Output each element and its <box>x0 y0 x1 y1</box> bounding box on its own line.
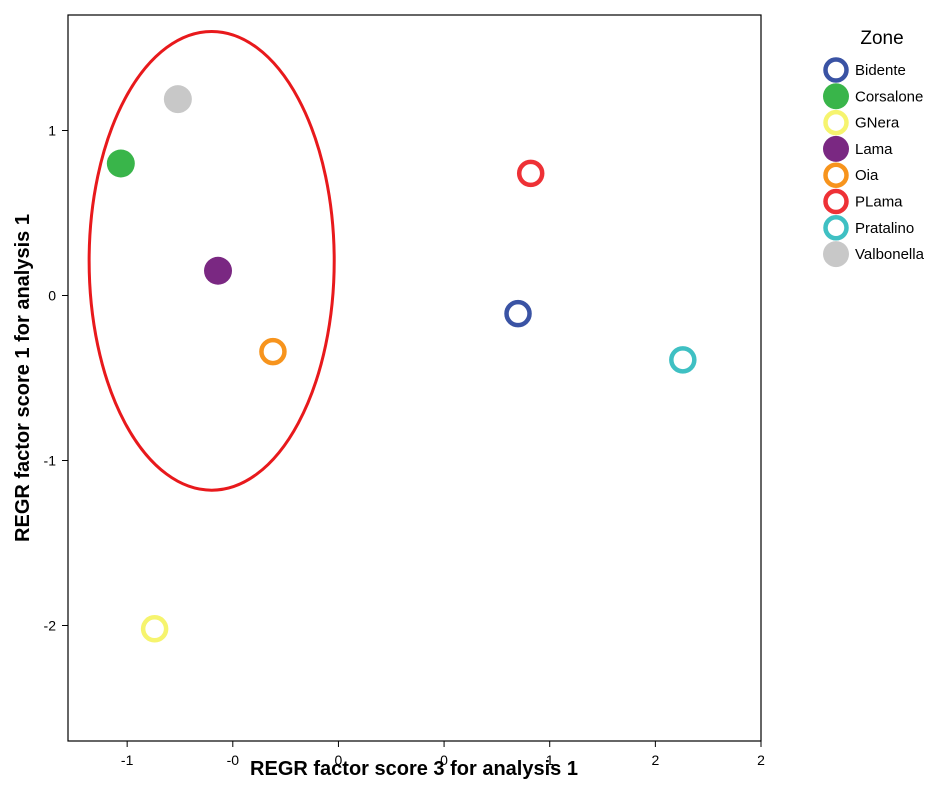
y-tick-label: 1 <box>48 123 56 139</box>
x-tick-label: -0 <box>227 752 240 768</box>
legend-swatch-gnera <box>823 109 849 136</box>
point-pratalino <box>669 346 697 374</box>
legend-title: Zone <box>860 28 903 49</box>
point-corsalone <box>106 149 135 178</box>
y-tick-label: -2 <box>44 618 57 634</box>
legend-label: Oia <box>855 167 879 184</box>
x-tick-label: 2 <box>757 752 765 768</box>
data-points <box>106 85 697 643</box>
y-tick-label: 0 <box>48 288 56 304</box>
legend-swatch-pratalino <box>823 215 849 241</box>
point-bidente <box>504 299 532 328</box>
legend-swatch-corsalone <box>823 83 849 110</box>
legend: Zone Bidente Corsalone GNera Lama Oia PLama Pr… <box>823 28 925 268</box>
point-plama <box>516 159 545 188</box>
point-oia <box>259 337 287 366</box>
legend-swatch-valbonella <box>823 241 849 268</box>
point-valbonella <box>163 85 192 114</box>
x-tick-label: -1 <box>121 752 134 768</box>
legend-swatch-bidente <box>823 57 849 83</box>
legend-swatch-oia <box>823 162 849 188</box>
point-gnera <box>140 615 169 643</box>
legend-swatch-plama <box>823 188 849 215</box>
plot-area <box>67 14 762 742</box>
annotation-layer <box>87 30 336 492</box>
legend-label: Valbonella <box>855 246 925 263</box>
x-tick-label: 1 <box>546 752 554 768</box>
legend-label: Lama <box>855 141 893 158</box>
x-tick-label: 0 <box>440 752 448 768</box>
legend-swatch-lama <box>823 135 849 162</box>
x-tick-label: 2 <box>651 752 659 768</box>
legend-label: GNera <box>855 115 900 132</box>
axis-ticks: -1 -0 0 0 1 2 2 1 0 -1 -2 <box>44 123 766 769</box>
legend-label: Corsalone <box>855 88 923 105</box>
cluster-ellipse <box>87 30 336 492</box>
legend-label: Pratalino <box>855 220 914 237</box>
x-axis-title: REGR factor score 3 for analysis 1 <box>250 758 578 780</box>
x-tick-label: 0 <box>335 752 343 768</box>
y-axis-title: REGR factor score 1 for analysis 1 <box>12 214 34 542</box>
point-lama <box>204 256 233 285</box>
legend-label: PLama <box>855 194 903 211</box>
y-tick-label: -1 <box>44 453 57 469</box>
legend-label: Bidente <box>855 62 906 79</box>
